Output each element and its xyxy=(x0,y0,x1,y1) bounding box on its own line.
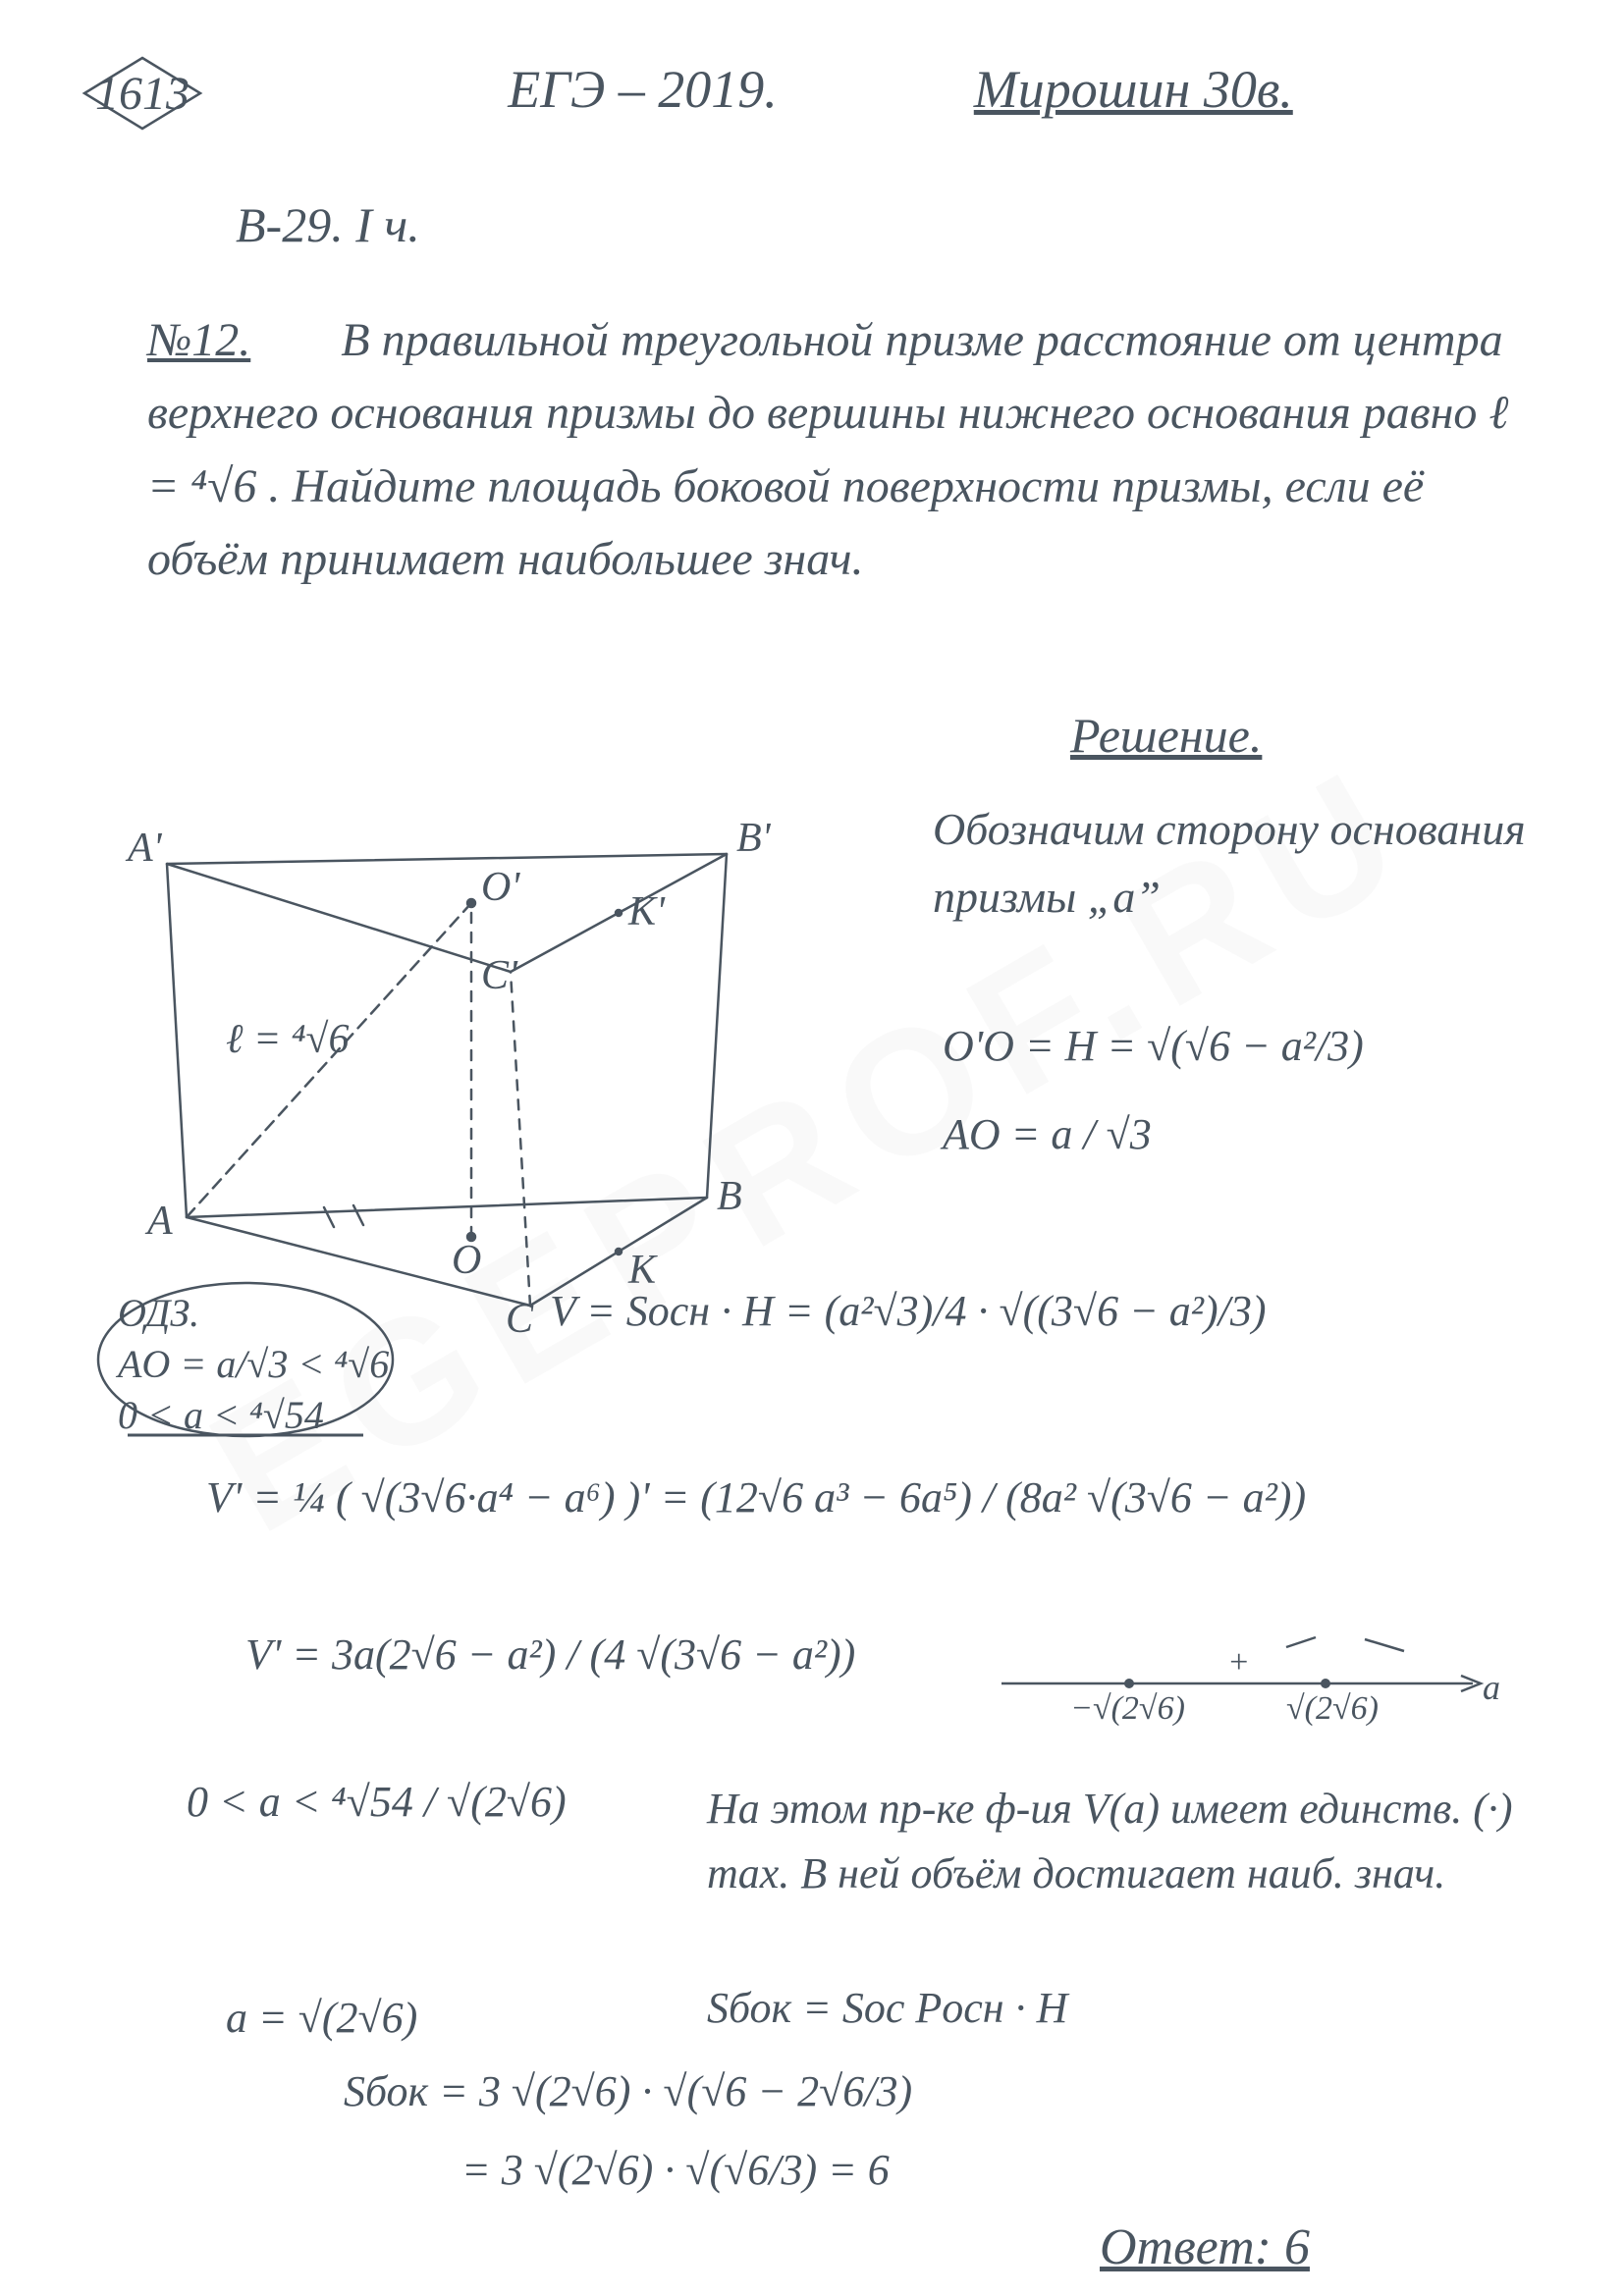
eq-vprime1: V' = ¼ ( √(3√6·a⁴ − a⁶) )' = (12√6 a³ − … xyxy=(206,1472,1532,1522)
vertex-A: A xyxy=(147,1198,173,1245)
sign-right-tick: √(2√6) xyxy=(1286,1690,1379,1728)
problem-number: №12. xyxy=(147,304,250,377)
eq-sbok2: = 3 √(2√6) · √(√6/3) = 6 xyxy=(461,2145,890,2195)
odz-line2: 0 < a < ⁴√54 xyxy=(118,1390,389,1441)
eq-range: 0 < a < ⁴√54 / √(2√6) xyxy=(187,1777,567,1827)
vertex-B: B xyxy=(717,1173,742,1220)
odz-content: ОДЗ. AO = a/√3 < ⁴√6 0 < a < ⁴√54 xyxy=(118,1288,389,1441)
sign-left-tick: −√(2√6) xyxy=(1070,1690,1185,1728)
vertex-B1: B' xyxy=(736,815,771,862)
vertex-A1: A' xyxy=(128,825,162,872)
notation-text: Обозначим сторону основания призмы „a” xyxy=(933,795,1542,931)
sign-axis: a xyxy=(1483,1667,1500,1708)
prism-diagram: A B C A' B' C' O O' K K' ℓ = ⁴√6 xyxy=(118,785,884,1335)
variant-subtitle: В-29. I ч. xyxy=(236,196,420,253)
eq-vprime2: V' = 3a(2√6 − a²) / (4 √(3√6 − a²)) xyxy=(245,1629,855,1680)
vertex-O: O xyxy=(452,1237,481,1284)
problem-text: В правильной треугольной призме расстоян… xyxy=(147,314,1508,585)
l-length-label: ℓ = ⁴√6 xyxy=(226,1016,350,1063)
vertex-C1: C' xyxy=(481,952,517,999)
vertex-C: C xyxy=(506,1296,533,1343)
odz-line1: AO = a/√3 < ⁴√6 xyxy=(118,1339,389,1390)
header: ЕГЭ – 2019. Мирошин 30в. xyxy=(0,59,1624,120)
vertex-O1: O' xyxy=(481,864,519,911)
sign-plus: + xyxy=(1227,1644,1250,1682)
odz-title: ОДЗ. xyxy=(118,1288,389,1339)
eq-ao: AO = a / √3 xyxy=(943,1109,1152,1159)
eq-sbok: Sбок = 3 √(2√6) · √(√6 − 2√6/3) xyxy=(344,2066,1473,2116)
sign-line: + −√(2√6) √(2√6) a xyxy=(992,1629,1502,1737)
exam-title: ЕГЭ – 2019. xyxy=(508,59,778,120)
eq-explain: На этом пр-ке ф-ия V(a) имеет единств. (… xyxy=(707,1777,1522,1906)
author-ref: Мирошин 30в. xyxy=(974,59,1293,120)
page: EGEPROF.RU 1613 ЕГЭ – 2019. Мирошин 30в.… xyxy=(0,0,1624,2296)
vertex-K1: K' xyxy=(628,888,665,935)
solution-heading: Решение. xyxy=(1070,707,1262,764)
eq-height: O'O = H = √(√6 − a²/3) xyxy=(943,1021,1364,1071)
eq-a-value: a = √(2√6) xyxy=(226,1993,417,2043)
eq-volume: V = Sосн · H = (a²√3)/4 · √((3√6 − a²)/3… xyxy=(550,1286,1532,1336)
odz-box: ОДЗ. AO = a/√3 < ⁴√6 0 < a < ⁴√54 xyxy=(88,1276,403,1443)
answer: Ответ: 6 xyxy=(1100,2218,1310,2276)
problem-statement: №12. В правильной треугольной призме рас… xyxy=(147,304,1522,597)
eq-sbok-def: Sбок = Sос Pосн · H xyxy=(707,1983,1067,2033)
